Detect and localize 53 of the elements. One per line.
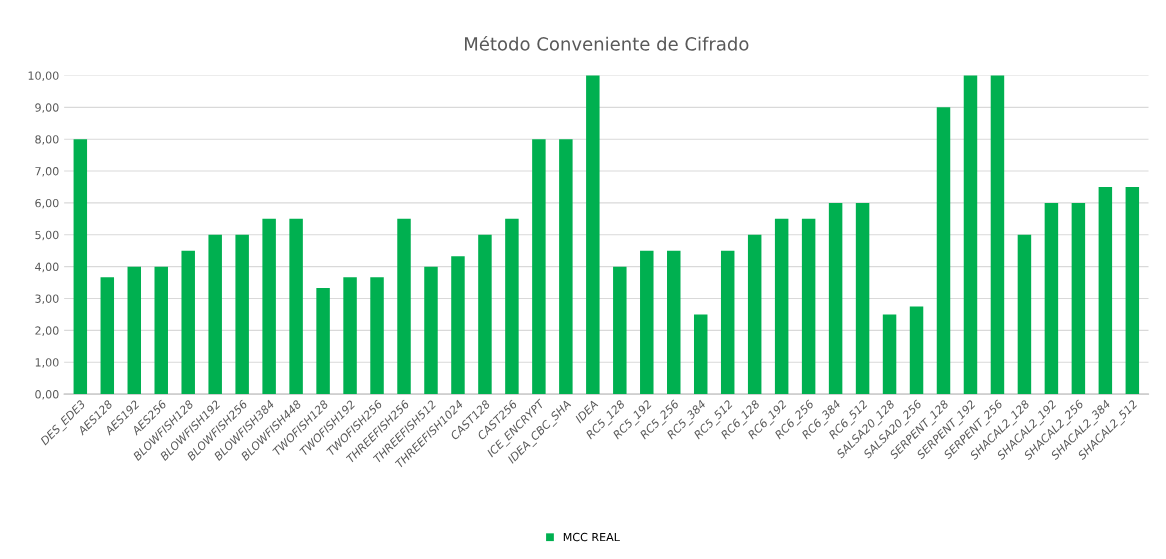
bar [1125,186,1140,395]
y-tick-label: 1,00 [35,358,59,368]
y-tick-label: 10,00 [28,71,59,81]
bar [559,139,573,395]
y-tick-label: 7,00 [35,167,59,177]
bar [855,202,870,395]
y-tick-label: 5,00 [35,230,59,241]
chart-title: Método Conveniente de Cifrado [465,36,749,51]
bar [909,306,924,395]
bar [235,234,249,395]
y-tick-label: 2,00 [35,326,59,336]
bar [100,277,115,395]
bar [505,218,519,395]
bar [451,256,465,395]
bar [343,277,357,395]
bar [289,218,303,395]
bar [316,287,330,395]
bar [73,139,88,395]
bar [1098,186,1113,395]
bar [262,218,276,395]
y-tick-label: 8,00 [35,135,59,145]
bar [424,266,438,395]
bar [774,218,789,395]
legend-label: MCC REAL [563,532,620,542]
bar [208,234,222,395]
bar [154,266,168,395]
y-tick-label: 9,00 [35,103,59,113]
bar [370,277,384,395]
bar [181,250,195,395]
bar [586,75,600,395]
bar [963,75,978,395]
bar [478,234,492,395]
bar [720,250,735,395]
bar [532,139,546,395]
bar [640,250,654,395]
bar [882,314,897,395]
y-tick-label: 6,00 [35,198,59,209]
bar [747,234,762,395]
bar [613,266,627,395]
bar [990,75,1005,395]
bar [693,314,708,395]
bar [397,218,411,395]
bar [936,107,951,395]
bar [801,218,816,395]
bar [667,250,681,395]
bar [127,266,142,395]
y-tick-label: 0,00 [35,390,59,400]
bar [1071,202,1086,395]
y-tick-label: 4,00 [35,262,59,273]
bar [828,202,843,395]
y-tick-label: 3,00 [35,294,59,305]
bar [1017,234,1032,395]
bar [1044,202,1059,395]
